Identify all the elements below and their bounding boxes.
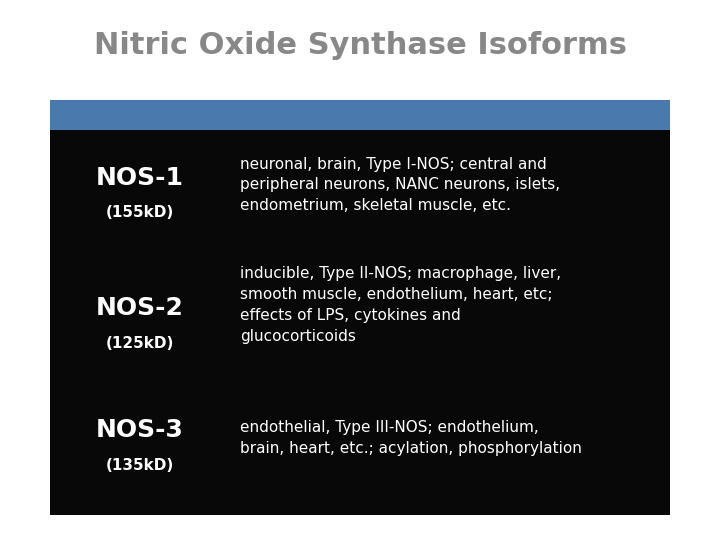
Text: inducible, Type II-NOS; macrophage, liver,
smooth muscle, endothelium, heart, et: inducible, Type II-NOS; macrophage, live… [240, 266, 561, 344]
Text: (155kD): (155kD) [106, 206, 174, 220]
Text: NOS-1: NOS-1 [96, 166, 184, 190]
Text: Nitric Oxide Synthase Isoforms: Nitric Oxide Synthase Isoforms [94, 30, 626, 59]
Text: (125kD): (125kD) [106, 335, 174, 350]
Text: NOS-3: NOS-3 [96, 418, 184, 442]
Text: endothelial, Type III-NOS; endothelium,
brain, heart, etc.; acylation, phosphory: endothelial, Type III-NOS; endothelium, … [240, 420, 582, 456]
Text: (135kD): (135kD) [106, 457, 174, 472]
Text: NOS-2: NOS-2 [96, 296, 184, 320]
Bar [50, 100, 670, 515]
Text: neuronal, brain, Type I-NOS; central and
peripheral neurons, NANC neurons, islet: neuronal, brain, Type I-NOS; central and… [240, 157, 560, 213]
Bar [50, 100, 670, 130]
